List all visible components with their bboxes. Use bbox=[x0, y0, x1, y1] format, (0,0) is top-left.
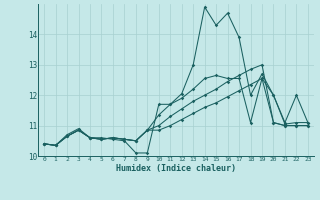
X-axis label: Humidex (Indice chaleur): Humidex (Indice chaleur) bbox=[116, 164, 236, 173]
